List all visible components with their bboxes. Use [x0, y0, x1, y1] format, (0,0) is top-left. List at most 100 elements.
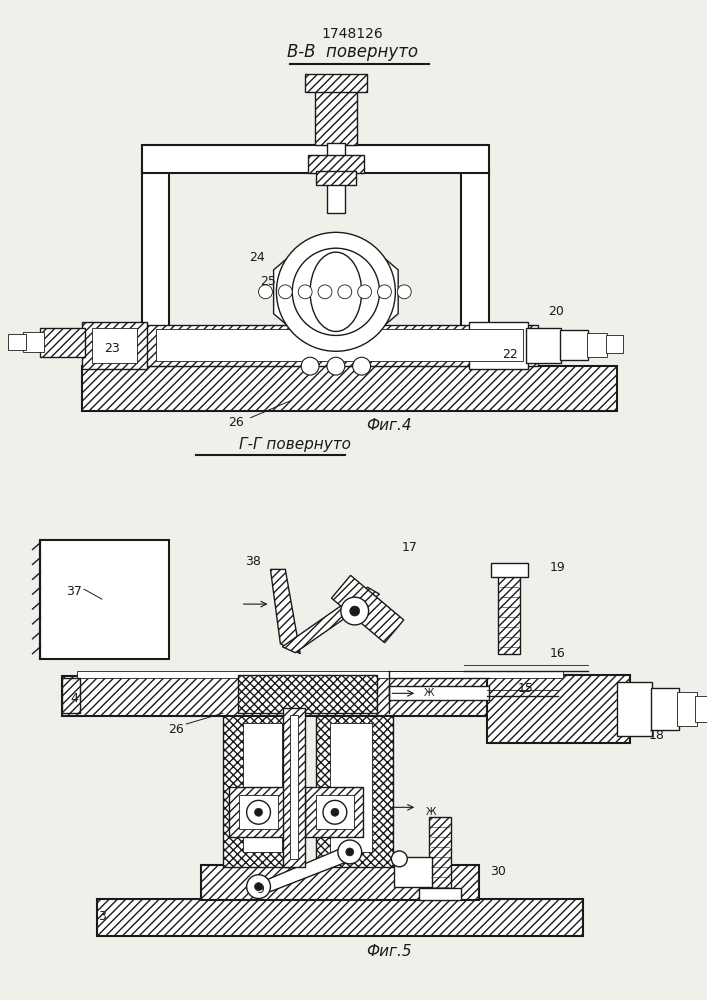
Text: 17: 17 [402, 541, 417, 554]
Text: 24: 24 [249, 251, 264, 264]
Text: Ж: Ж [423, 688, 434, 698]
Bar [316, 795, 354, 829]
Text: 38: 38 [245, 555, 261, 568]
Polygon shape [274, 239, 398, 345]
Bar [23, 332, 45, 352]
Circle shape [301, 357, 319, 375]
Bar [201, 865, 479, 900]
Circle shape [346, 848, 354, 856]
Circle shape [255, 883, 262, 891]
Bar [316, 171, 356, 185]
Bar [429, 817, 451, 892]
Bar [77, 671, 563, 678]
Text: 25: 25 [260, 275, 276, 288]
Bar [8, 334, 25, 350]
Circle shape [338, 285, 352, 299]
Bar [461, 168, 489, 366]
Bar [40, 328, 85, 357]
Bar [284, 708, 305, 867]
Circle shape [292, 248, 380, 335]
Text: 23: 23 [104, 342, 119, 355]
Text: 19: 19 [550, 561, 566, 574]
Bar [587, 333, 607, 357]
Circle shape [358, 285, 372, 299]
Text: 15: 15 [518, 682, 533, 695]
Text: Фиг.4: Фиг.4 [367, 418, 412, 433]
Bar [327, 143, 345, 213]
Bar [390, 686, 489, 700]
Bar [395, 857, 432, 887]
Polygon shape [332, 575, 404, 643]
Bar [560, 330, 588, 360]
Bar [498, 574, 520, 654]
Bar [156, 329, 523, 361]
Bar [141, 325, 538, 366]
Text: Г-Г повернуто: Г-Г повернуто [239, 437, 351, 452]
Text: 37: 37 [66, 585, 82, 598]
Circle shape [341, 597, 368, 625]
Circle shape [247, 875, 271, 899]
Bar [677, 692, 696, 726]
Text: 3: 3 [98, 910, 106, 923]
Text: 18: 18 [649, 729, 665, 742]
Bar [308, 155, 363, 173]
Bar [62, 676, 588, 716]
Circle shape [298, 285, 312, 299]
Bar [223, 713, 302, 867]
Bar [291, 715, 298, 859]
Bar [651, 688, 679, 730]
Text: 26: 26 [228, 416, 244, 429]
Bar [486, 675, 631, 743]
Bar [141, 168, 170, 366]
Bar [229, 787, 288, 837]
Bar [526, 328, 561, 363]
Text: 20: 20 [548, 305, 564, 318]
Bar [141, 145, 489, 173]
Text: Ж: Ж [426, 807, 436, 817]
Circle shape [247, 800, 271, 824]
Circle shape [350, 606, 360, 616]
Bar [305, 787, 363, 837]
Bar [239, 795, 279, 829]
Bar [605, 335, 624, 353]
Circle shape [318, 285, 332, 299]
Bar [238, 675, 377, 713]
Circle shape [255, 808, 262, 816]
Text: 16: 16 [550, 647, 566, 660]
Text: 1748126: 1748126 [322, 27, 384, 41]
Circle shape [331, 808, 339, 816]
Polygon shape [250, 849, 360, 892]
Ellipse shape [310, 252, 362, 331]
Bar [330, 723, 372, 852]
Circle shape [338, 840, 362, 864]
Circle shape [397, 285, 411, 299]
Circle shape [327, 357, 345, 375]
Text: 26: 26 [168, 723, 184, 736]
Bar [82, 322, 146, 369]
Circle shape [279, 285, 292, 299]
Bar [491, 563, 528, 577]
Text: B-B  повернуто: B-B повернуто [287, 43, 419, 61]
Text: Фиг.5: Фиг.5 [367, 944, 412, 959]
Circle shape [259, 285, 272, 299]
Circle shape [323, 800, 347, 824]
Text: 9: 9 [257, 883, 264, 896]
Bar [617, 682, 652, 736]
Bar [92, 328, 136, 363]
Bar [62, 678, 80, 713]
Bar [469, 322, 528, 369]
Bar [419, 888, 461, 900]
Bar [97, 899, 583, 936]
Circle shape [353, 357, 370, 375]
Bar [315, 86, 357, 145]
Bar [305, 74, 367, 92]
Text: 4: 4 [70, 692, 78, 705]
Circle shape [276, 232, 395, 351]
Text: 30: 30 [491, 865, 506, 878]
Circle shape [392, 851, 407, 867]
Bar [316, 713, 393, 867]
Polygon shape [271, 569, 300, 654]
Circle shape [378, 285, 392, 299]
Bar [82, 366, 617, 411]
Text: 22: 22 [503, 348, 518, 361]
